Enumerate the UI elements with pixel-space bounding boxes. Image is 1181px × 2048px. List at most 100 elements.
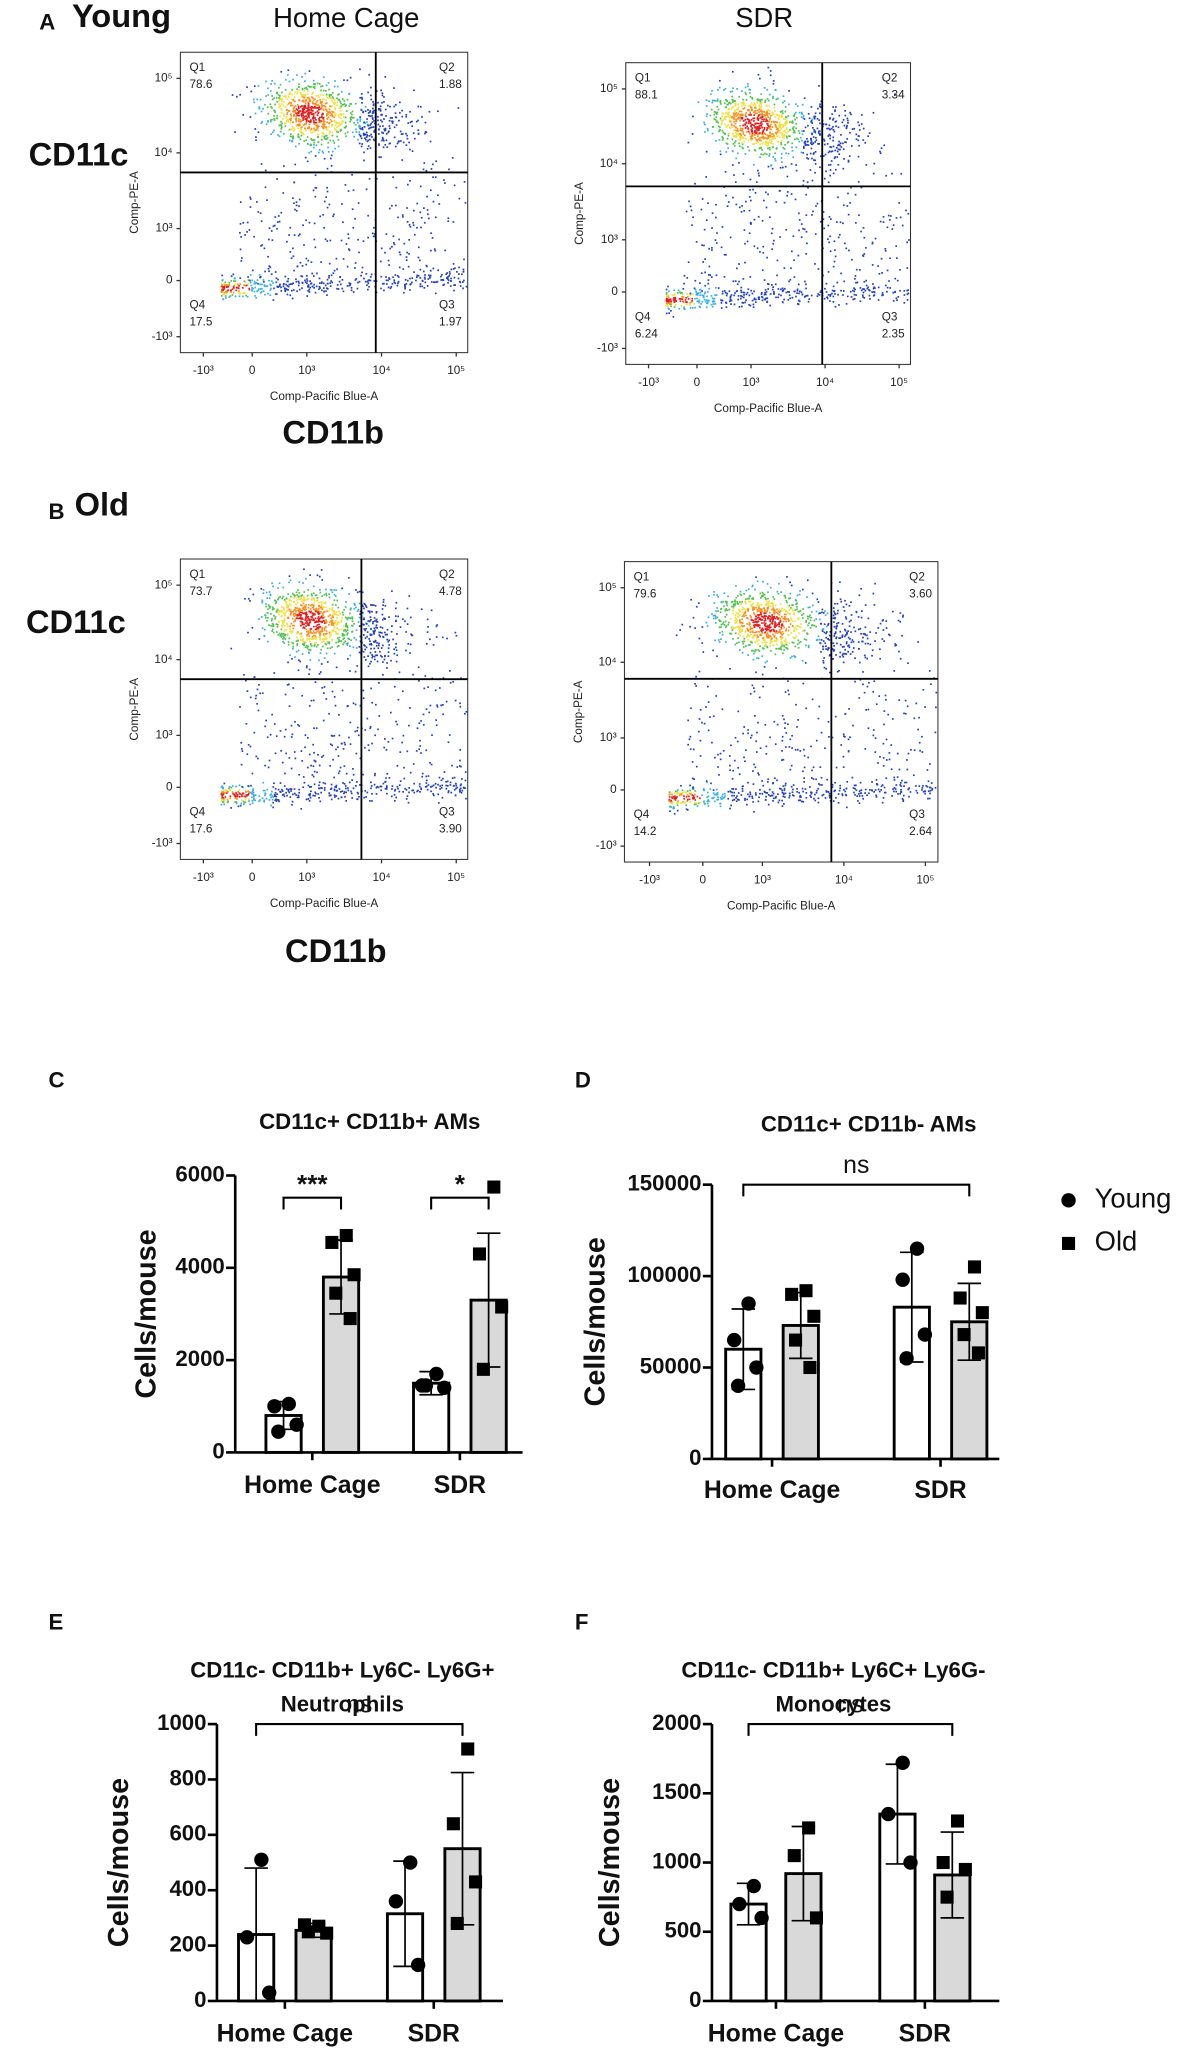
event-dot [844, 109, 846, 112]
event-dot [845, 247, 848, 250]
event-dot [380, 247, 383, 250]
event-dot [857, 155, 860, 158]
event-dot [327, 141, 330, 144]
event-dot [832, 118, 834, 121]
event-dot [743, 229, 746, 231]
event-dot [726, 143, 729, 145]
event-dot [285, 283, 287, 286]
event-dot [336, 101, 339, 104]
event-dot [284, 105, 287, 108]
event-dot [860, 123, 863, 125]
event-dot [716, 232, 718, 234]
event-dot [313, 759, 316, 762]
event-dot [803, 296, 806, 298]
event-dot [849, 131, 851, 134]
event-dot [762, 251, 765, 254]
event-dot [264, 794, 266, 797]
event-dot [406, 607, 409, 610]
event-dot [731, 150, 734, 152]
event-dot [752, 124, 755, 127]
event-dot [842, 290, 845, 292]
event-dot [288, 598, 291, 601]
event-dot [407, 265, 410, 268]
event-dot [734, 140, 737, 142]
event-dot [705, 105, 708, 107]
event-dot [706, 113, 708, 115]
event-dot [691, 297, 694, 300]
event-dot [786, 194, 788, 197]
event-dot [774, 158, 776, 160]
event-dot [326, 190, 329, 193]
event-dot [438, 687, 441, 689]
event-dot [307, 632, 310, 634]
event-dot [768, 141, 771, 143]
event-dot [710, 295, 713, 297]
event-dot [289, 251, 292, 253]
event-dot [318, 105, 321, 107]
event-dot [847, 160, 850, 163]
event-dot [267, 604, 270, 607]
event-dot [314, 608, 316, 611]
event-dot [426, 265, 428, 268]
event-dot [321, 579, 324, 581]
event-dot [331, 735, 334, 737]
event-dot [722, 89, 725, 91]
event-dot [308, 123, 311, 126]
event-dot [347, 237, 350, 240]
event-dot [738, 306, 741, 308]
event-dot [832, 265, 835, 268]
event-dot [240, 260, 243, 262]
event-dot [291, 803, 293, 806]
event-dot [253, 676, 256, 678]
event-dot [294, 656, 296, 658]
event-dot [305, 115, 308, 118]
event-dot [245, 794, 248, 796]
event-dot [299, 614, 302, 617]
event-dot [304, 127, 306, 130]
event-dot [766, 144, 768, 147]
event-dot [273, 82, 276, 85]
event-dot [409, 225, 412, 228]
event-dot [760, 291, 763, 294]
event-dot [240, 763, 243, 766]
event-dot [304, 613, 307, 616]
event-dot [713, 118, 716, 120]
event-dot [791, 127, 794, 130]
event-dot [747, 130, 750, 133]
event-dot [346, 79, 349, 82]
event-dot [282, 95, 285, 98]
event-dot [805, 214, 808, 217]
event-dot [285, 116, 288, 119]
event-dot [810, 106, 813, 108]
event-dot [257, 288, 260, 291]
event-dot [393, 136, 396, 139]
event-dot [302, 117, 305, 119]
event-dot [341, 98, 344, 100]
event-dot [274, 791, 277, 794]
event-dot [715, 294, 718, 296]
event-dot [393, 105, 396, 108]
event-dot [423, 221, 426, 224]
event-dot [798, 111, 801, 114]
event-dot [832, 117, 835, 120]
event-dot [766, 142, 769, 145]
event-dot [728, 111, 730, 114]
event-dot [341, 634, 344, 637]
event-dot [792, 121, 794, 124]
event-dot [694, 279, 697, 282]
event-dot [402, 216, 404, 218]
event-dot [802, 179, 805, 182]
event-dot [784, 144, 786, 146]
event-dot [307, 606, 310, 609]
event-dot [722, 119, 725, 122]
event-dot [242, 295, 244, 298]
event-dot [822, 155, 825, 157]
event-dot [814, 150, 817, 153]
event-dot [308, 70, 311, 72]
event-dot [735, 131, 737, 134]
event-dot [251, 279, 254, 282]
event-dot [840, 289, 842, 292]
event-dot [296, 613, 299, 616]
event-dot [265, 95, 267, 97]
event-dot [288, 683, 290, 686]
